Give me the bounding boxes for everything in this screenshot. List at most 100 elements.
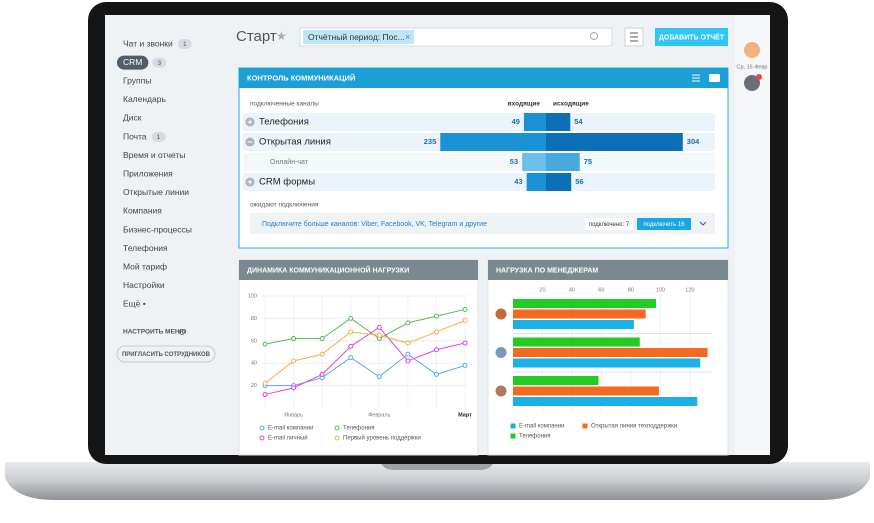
- channel-row: [243, 113, 715, 131]
- point: [462, 362, 468, 368]
- legend-marker: [259, 435, 265, 441]
- x-tick-label: Январь: [284, 412, 303, 418]
- menu-item[interactable]: Открытые линии: [123, 187, 189, 197]
- avatar[interactable]: [744, 75, 760, 91]
- point: [319, 371, 325, 377]
- legend-marker: [334, 435, 340, 441]
- badge-count: 3: [158, 60, 162, 67]
- manager-avatar[interactable]: [495, 385, 507, 397]
- menu-item[interactable]: CRM: [123, 57, 142, 67]
- point: [376, 324, 382, 330]
- point: [262, 392, 268, 398]
- legend-label: E-mail компании: [519, 424, 564, 430]
- menu-item[interactable]: Ещё •: [123, 299, 146, 309]
- point: [433, 329, 439, 335]
- invite-button[interactable]: [116, 345, 216, 363]
- menu-item[interactable]: Календарь: [123, 94, 166, 104]
- connected-label: подключено: 7: [589, 222, 630, 228]
- channel-name: Телефония: [259, 117, 309, 128]
- list-icon[interactable]: [692, 74, 700, 82]
- outgoing-bar: [546, 133, 683, 151]
- channel-name: Онлайн-чат: [270, 158, 309, 166]
- point: [291, 358, 297, 364]
- menu-item[interactable]: Мой тариф: [123, 261, 167, 271]
- incoming-bar: [522, 153, 546, 171]
- menu-item[interactable]: Приложения: [123, 168, 173, 178]
- expand-sign: [247, 179, 253, 185]
- legend-marker: [334, 425, 340, 431]
- legend-label: Телефония: [343, 426, 375, 432]
- x-tick-label: 20: [539, 287, 545, 293]
- expand-sign: [247, 119, 253, 125]
- x-tick-label: 40: [569, 287, 575, 293]
- point: [462, 318, 468, 324]
- manager-avatar[interactable]: [495, 347, 507, 358]
- menu-item[interactable]: Настройки: [123, 280, 165, 290]
- point: [433, 371, 439, 377]
- menu-item[interactable]: Телефония: [123, 243, 168, 253]
- x-tick-label: 100: [656, 287, 665, 293]
- point: [262, 380, 268, 386]
- channel-name: CRM формы: [259, 177, 315, 188]
- connect-button[interactable]: [637, 218, 691, 230]
- menu-item[interactable]: Диск: [123, 113, 142, 123]
- point: [376, 374, 382, 380]
- line-header: [239, 260, 478, 280]
- legend-label: Первый уровень поддержки: [343, 435, 421, 442]
- menu-item[interactable]: Компания: [123, 206, 162, 216]
- legend-marker: [510, 423, 516, 429]
- point: [433, 347, 439, 353]
- search-icon[interactable]: [590, 32, 598, 40]
- y-tick-label: 60: [251, 338, 257, 344]
- legend-marker: [582, 423, 588, 429]
- badge-count: 1: [157, 134, 161, 141]
- gear-icon: [179, 329, 185, 335]
- point: [405, 351, 411, 357]
- bar: [513, 386, 659, 396]
- menu-item[interactable]: Почта: [123, 131, 147, 141]
- add-report-label: ДОБАВИТЬ ОТЧЁТ: [659, 33, 725, 41]
- menu-item[interactable]: Время и отчеты: [123, 150, 185, 160]
- outgoing-bar: [546, 173, 572, 191]
- point: [462, 340, 468, 346]
- incoming-value: 235: [424, 137, 437, 146]
- series-line: [264, 308, 466, 345]
- incoming-value: 53: [510, 157, 518, 166]
- outgoing-value: 304: [687, 137, 700, 146]
- bar: [513, 397, 698, 406]
- point: [348, 355, 354, 361]
- chip-close[interactable]: ×: [405, 32, 410, 42]
- outgoing-bar: [546, 113, 571, 131]
- menu-item[interactable]: Группы: [123, 75, 151, 85]
- x-tick-label: 120: [685, 287, 694, 293]
- point: [376, 332, 382, 338]
- filter-chip[interactable]: [303, 30, 414, 44]
- incoming-bar: [526, 173, 546, 191]
- add-report-button[interactable]: [655, 28, 728, 46]
- bar: [513, 337, 640, 347]
- point: [405, 358, 411, 364]
- bar: [513, 376, 599, 385]
- filter-label: Отчётный период: Пос...: [308, 32, 405, 42]
- star-icon[interactable]: ★: [276, 29, 287, 43]
- legend-marker: [259, 425, 265, 431]
- chevron[interactable]: [699, 221, 707, 226]
- outgoing-value: 54: [574, 117, 583, 126]
- bar: [513, 299, 656, 308]
- date: Ср, 15 Февр: [737, 64, 768, 70]
- waiting-link[interactable]: Подключите больше каналов: Viber, Facebo…: [262, 220, 487, 228]
- series-line: [264, 326, 466, 396]
- point: [262, 341, 268, 347]
- manager-avatar[interactable]: [495, 308, 507, 320]
- point: [348, 343, 354, 349]
- y-tick-label: 80: [251, 316, 257, 322]
- menu-item[interactable]: Бизнес-процессы: [123, 224, 192, 234]
- bar: [513, 348, 708, 357]
- settings-link[interactable]: НАСТРОИТЬ МЕНЮ: [123, 329, 187, 336]
- menu-item[interactable]: Чат и звонки: [123, 38, 173, 48]
- point: [291, 336, 297, 342]
- video-icon[interactable]: [709, 74, 720, 82]
- incoming-bar: [523, 113, 546, 131]
- avatar[interactable]: [744, 42, 760, 58]
